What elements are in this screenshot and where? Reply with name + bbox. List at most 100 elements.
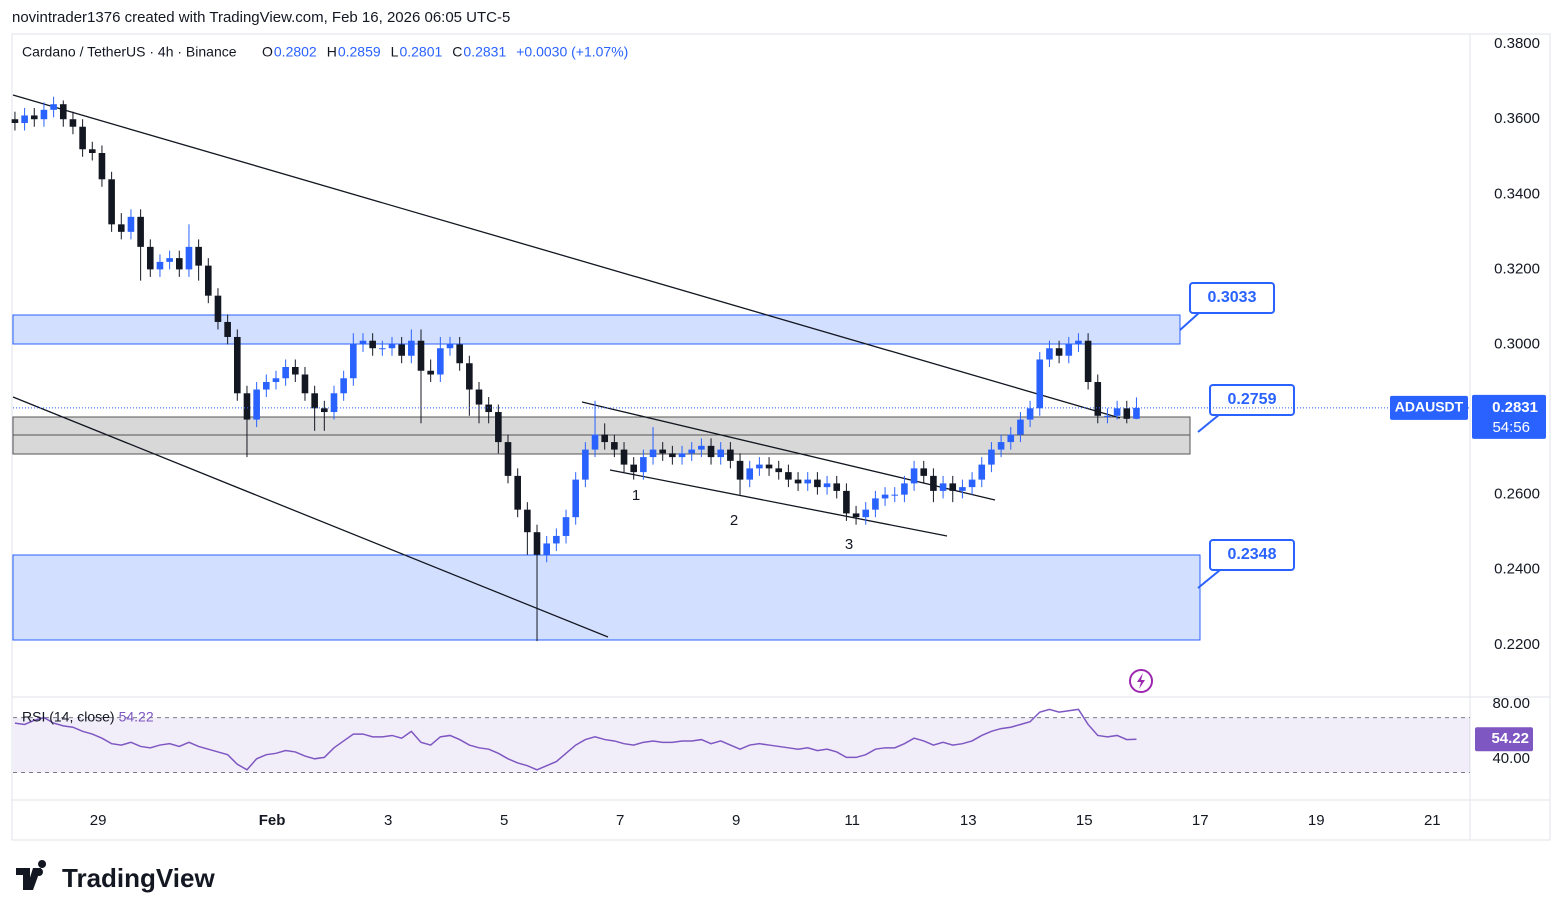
candle-body <box>156 261 164 270</box>
candle-body <box>98 153 106 180</box>
alert-icon <box>1129 669 1153 693</box>
candle-body <box>1026 408 1034 420</box>
candle-body <box>1007 434 1015 443</box>
price-tag-text: 0.2831 <box>1492 399 1538 416</box>
candle-body <box>504 442 512 476</box>
support-zone <box>12 554 1201 641</box>
ohlc-value: 0.2859 <box>338 44 381 60</box>
y-tick-label: 0.3400 <box>1494 185 1540 202</box>
candle-body <box>891 494 899 496</box>
candle-body <box>959 487 966 491</box>
candle-body <box>1055 348 1063 356</box>
candle-body <box>108 179 115 225</box>
symbol: Cardano / TetherUS · 4h · Binance <box>22 44 237 60</box>
candle-body <box>224 321 231 337</box>
candle-body <box>195 246 202 266</box>
callout-pointer <box>1197 413 1221 433</box>
candle-body <box>495 412 502 443</box>
rsi-tag-text: 54.22 <box>1491 730 1529 747</box>
candle-body <box>21 115 28 123</box>
price-tag <box>1472 394 1546 439</box>
change: +0.0030 (+1.07%) <box>516 44 628 60</box>
candle-body <box>466 363 473 390</box>
candle-body <box>408 340 415 356</box>
candle-body <box>804 479 812 484</box>
ohlc-label: O <box>262 44 273 60</box>
y-tick-label: 0.2600 <box>1494 486 1540 503</box>
candle-body <box>524 509 531 533</box>
x-tick-label: 5 <box>500 812 508 829</box>
candle-body <box>234 336 241 394</box>
candle-body <box>30 115 38 120</box>
candle-body <box>59 104 67 120</box>
resistance-zone <box>12 314 1181 345</box>
candle-body <box>746 468 754 480</box>
candle-body <box>1036 359 1044 409</box>
callout-text: 0.2348 <box>1228 546 1277 563</box>
ohlc-value: 0.2801 <box>399 44 442 60</box>
ohlc-value: 0.2831 <box>463 44 506 60</box>
candle-body <box>214 295 222 322</box>
trend-line <box>12 94 1121 419</box>
candle-body <box>988 449 995 465</box>
candle-body <box>1084 340 1092 383</box>
candles <box>11 96 1140 642</box>
candle-body <box>11 119 19 123</box>
candle-body <box>533 532 541 555</box>
candle-body <box>939 483 947 491</box>
ticker-tag <box>1390 395 1468 420</box>
ohlc-value: 0.2802 <box>274 44 317 60</box>
callout-box <box>1209 539 1295 571</box>
credit: novintrader1376 created with TradingView… <box>12 9 510 26</box>
candle-body <box>40 109 48 120</box>
candle-body <box>292 367 299 375</box>
candle-body <box>137 216 144 247</box>
candle-body <box>591 434 599 450</box>
candle-body <box>881 494 889 499</box>
candle-body <box>359 340 367 345</box>
candle-body <box>736 460 744 480</box>
rsi-band <box>13 717 1470 773</box>
candle-body <box>272 378 280 383</box>
candle-body <box>717 449 725 458</box>
candle-body <box>543 543 550 555</box>
ohlc-label: L <box>391 44 399 60</box>
x-tick-label: 13 <box>960 812 977 829</box>
x-tick-label: 7 <box>616 812 624 829</box>
rsi-line <box>14 708 1137 771</box>
x-tick-label: Feb <box>259 812 286 829</box>
candle-body <box>572 479 579 518</box>
candle-body <box>88 149 96 154</box>
candle-body <box>1017 419 1024 435</box>
candle-body <box>930 475 937 491</box>
candle-body <box>117 224 125 232</box>
callout: 0.2348 <box>1197 539 1295 589</box>
candle-body <box>843 490 850 514</box>
callout-text: 0.3033 <box>1208 289 1257 306</box>
candle-body <box>1065 344 1073 356</box>
candle-body <box>485 404 492 413</box>
ticker-text: ADAUSDT <box>1395 399 1464 415</box>
y-tick-label: 0.3600 <box>1494 110 1540 127</box>
candle-body <box>379 348 386 350</box>
y-tick-label: 0.3800 <box>1494 35 1540 52</box>
candle-body <box>862 509 870 518</box>
wave-label: 3 <box>845 536 853 553</box>
y-tick-label: 80.00 <box>1492 695 1530 712</box>
candle-body <box>417 340 425 371</box>
candle-body <box>243 393 251 420</box>
candle-body <box>253 389 260 420</box>
series-value: 54.22 <box>119 709 154 725</box>
candle-body <box>1094 382 1102 416</box>
callout-pointer <box>1197 569 1221 589</box>
y-tick-label: 40.00 <box>1492 750 1530 767</box>
wave-label: 1 <box>632 487 640 504</box>
candle-body <box>901 483 908 495</box>
candle-body <box>50 104 57 110</box>
channel-line <box>581 401 996 501</box>
ohlc-label: H <box>327 44 337 60</box>
x-tick-label: 11 <box>844 812 860 829</box>
candle-body <box>1104 415 1111 417</box>
candle-body <box>330 393 338 413</box>
candle-body <box>756 464 763 469</box>
